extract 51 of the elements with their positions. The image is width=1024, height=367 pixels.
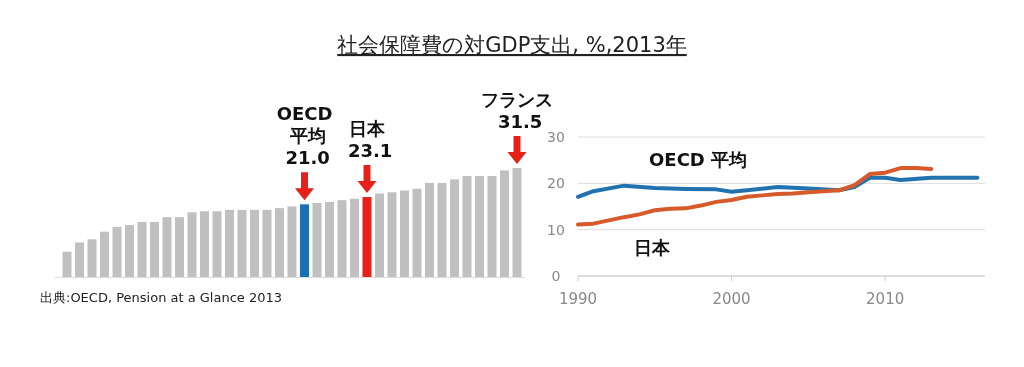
y-tick-label: 10 [547, 221, 565, 238]
bar [137, 221, 147, 277]
x-tick-label: 1990 [558, 290, 598, 308]
bar [400, 190, 409, 277]
series-label: OECD 平均 [649, 148, 748, 170]
x-tick-label: 2010 [866, 290, 905, 308]
data-label: OECD 平均 21.0 [276, 103, 333, 169]
bar [425, 182, 434, 277]
series-label: 日本 [633, 237, 671, 259]
bar [350, 198, 359, 277]
bar [462, 175, 472, 277]
bar [237, 209, 247, 277]
bar [275, 208, 284, 277]
bar [125, 225, 134, 277]
bar [412, 188, 422, 277]
bar [200, 211, 209, 277]
bar [175, 217, 184, 277]
bar [262, 209, 272, 277]
y-tick-label: 0 [551, 268, 561, 284]
bar [87, 239, 97, 277]
bar [112, 226, 122, 277]
source-note: 出典:OECD, Pension at a Glance 2013 [40, 290, 283, 305]
data-label: 日本 23.1 [341, 118, 393, 162]
bar [312, 202, 322, 277]
bar [212, 211, 222, 277]
bar [450, 179, 459, 277]
bar [500, 170, 509, 277]
bar [62, 251, 72, 277]
bar [300, 204, 309, 277]
y-tick-label: 20 [547, 175, 565, 192]
bar [75, 242, 84, 277]
bar [150, 221, 159, 277]
bar [387, 192, 397, 277]
bar [512, 168, 522, 277]
bar [325, 201, 334, 277]
x-tick-label: 2000 [712, 290, 751, 308]
y-tick-label: 30 [547, 129, 565, 145]
bar [337, 200, 347, 277]
bar [162, 217, 172, 277]
bar [225, 209, 234, 277]
bar [250, 209, 259, 277]
bar [475, 175, 484, 277]
bar [187, 212, 197, 277]
bar [362, 197, 372, 277]
bar [287, 206, 297, 277]
data-label: フランス 31.5 [481, 89, 553, 132]
bar [100, 231, 109, 277]
bar [375, 193, 384, 277]
bar [487, 175, 497, 277]
bar [437, 182, 447, 277]
chart-title: 社会保障費の対GDP支出, %,2013年 [337, 33, 687, 57]
